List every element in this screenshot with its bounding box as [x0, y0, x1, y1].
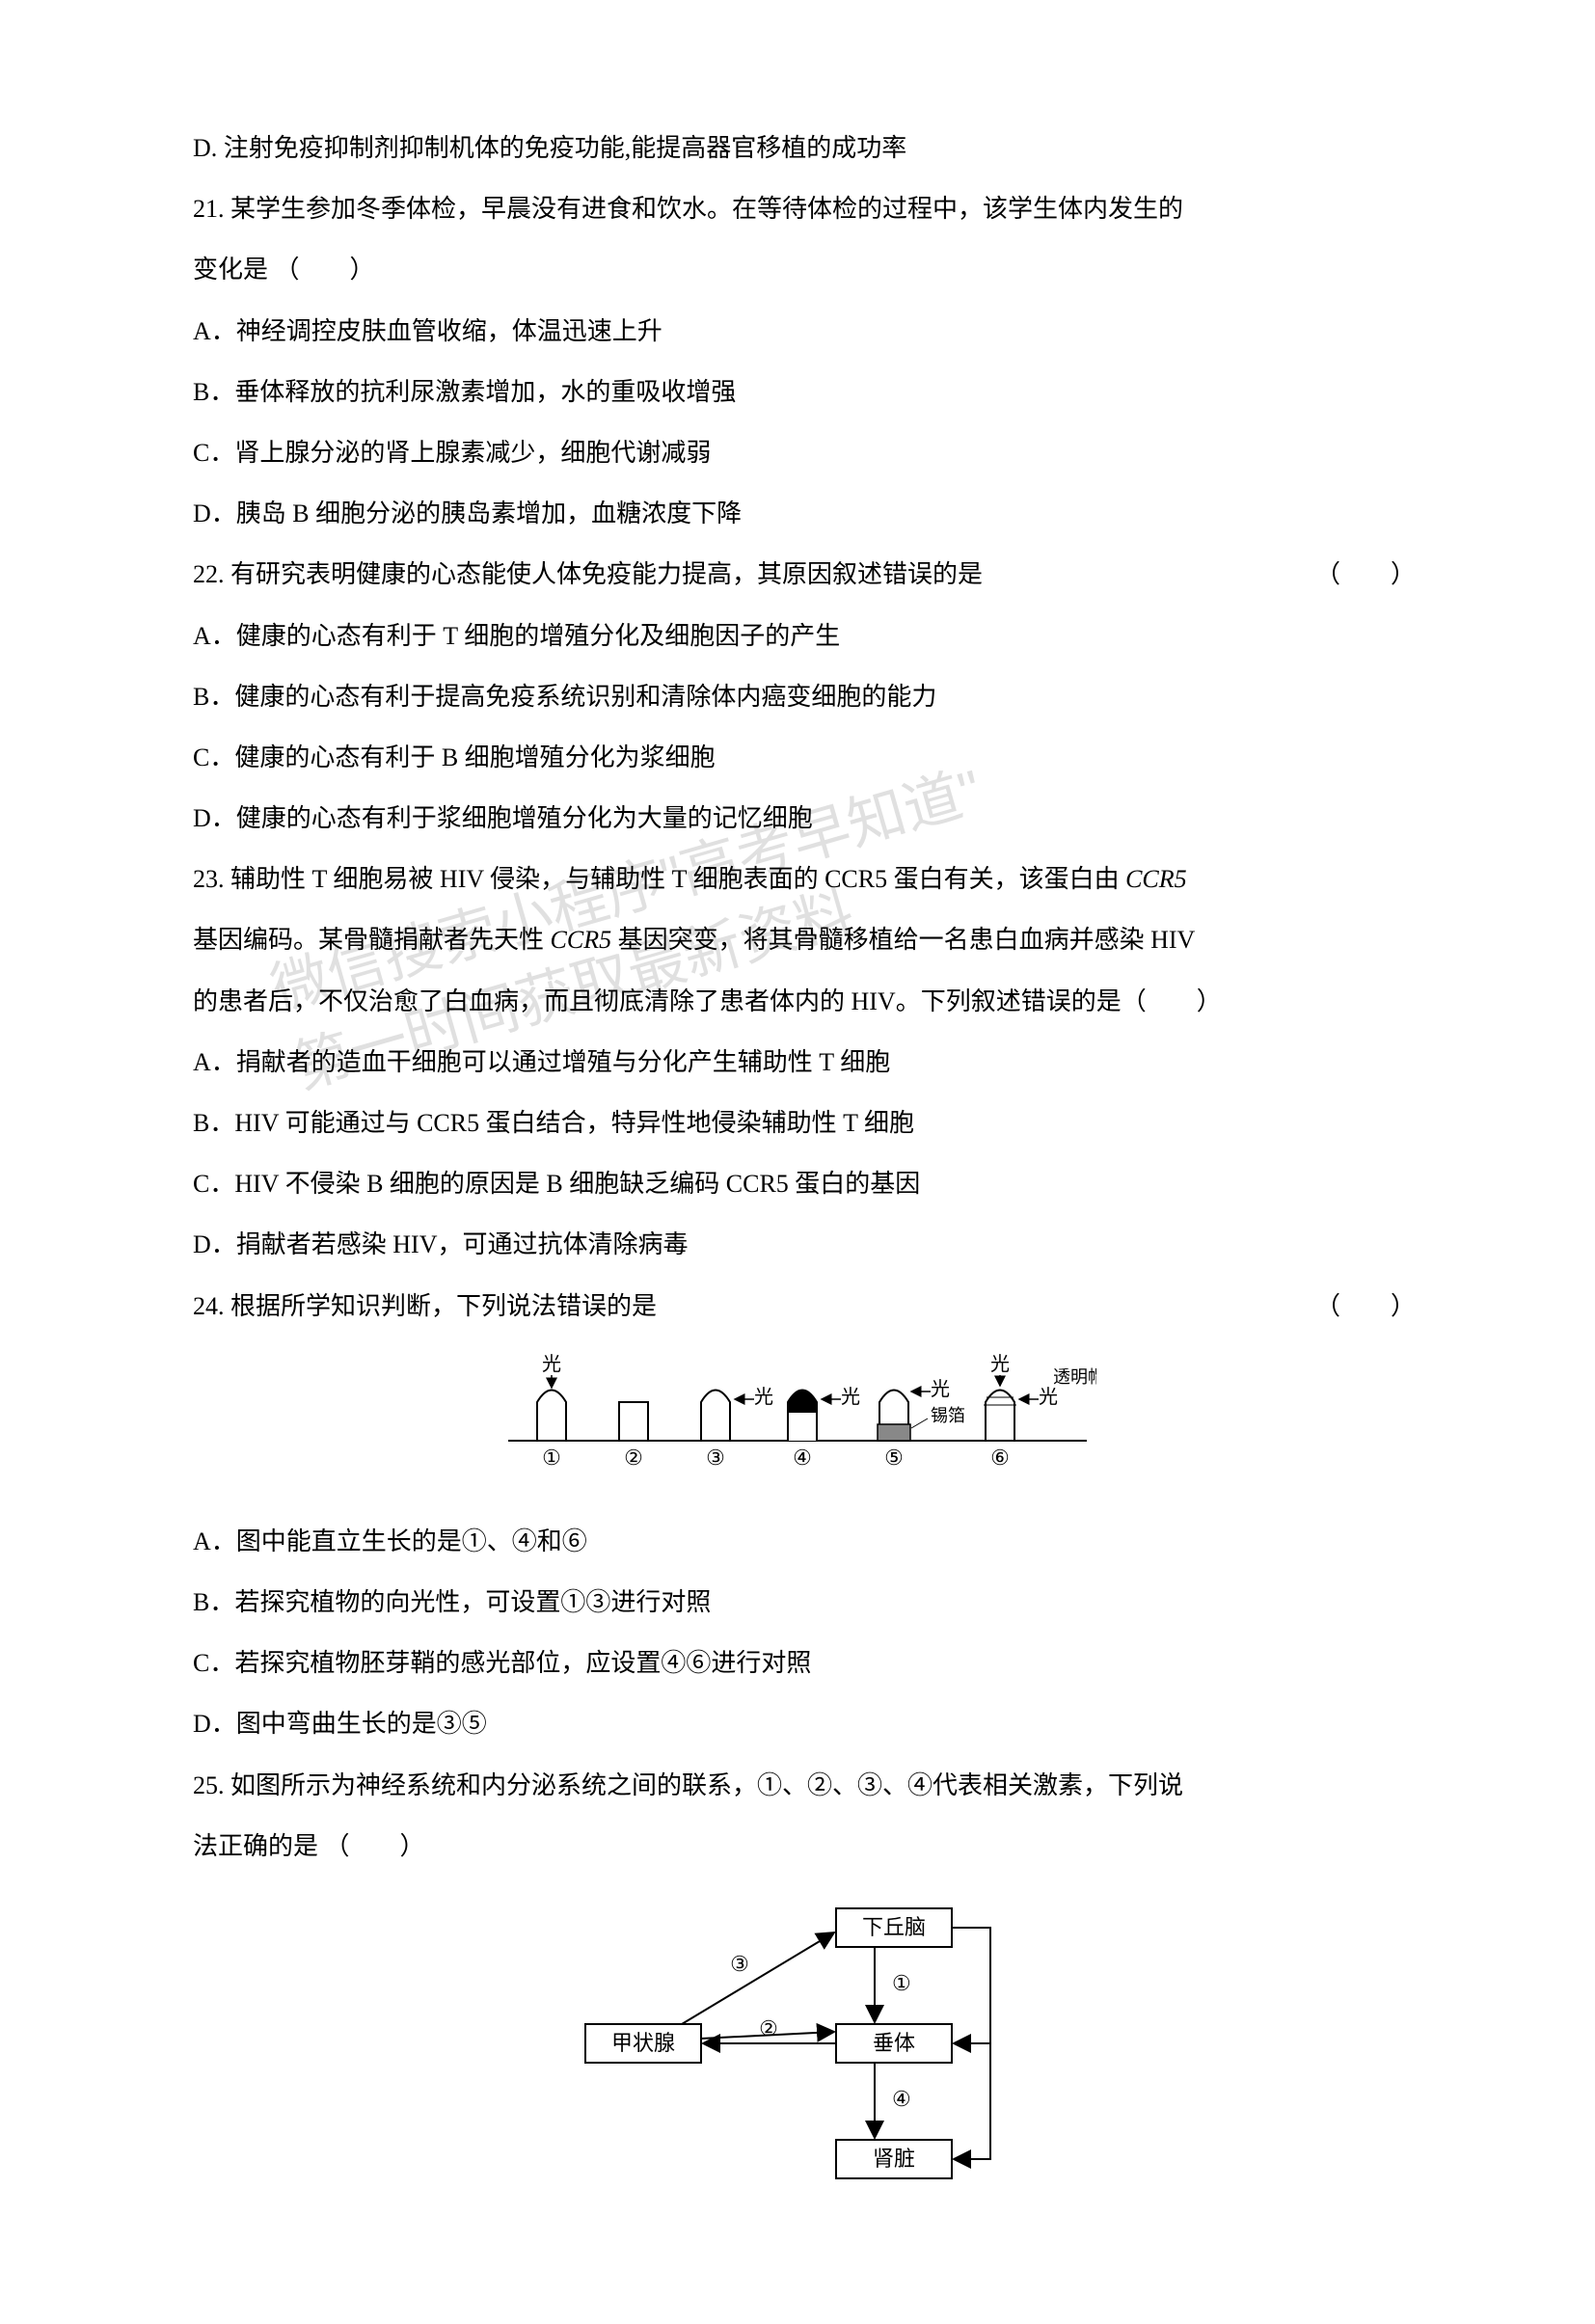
svg-text:③: ③: [730, 1952, 749, 1976]
svg-text:⑥: ⑥: [990, 1446, 1010, 1470]
q24-option-d: D．图中弯曲生长的是③⑤: [193, 1696, 1402, 1751]
svg-text:光: 光: [990, 1353, 1010, 1375]
q20-option-d: D. 注射免疫抑制剂抑制机体的免疫功能,能提高器官移植的成功率: [193, 121, 1402, 176]
svg-text:②: ②: [624, 1446, 643, 1470]
q22-stem: 22. 有研究表明健康的心态能使人体免疫能力提高，其原因叙述错误的是 （ ）: [193, 547, 1402, 602]
q21-option-a: A．神经调控皮肤血管收缩，体温迅速上升: [193, 304, 1402, 359]
q23-stem1-a: 23. 辅助性 T 细胞易被 HIV 侵染，与辅助性 T 细胞表面的 CCR5 …: [193, 865, 1125, 893]
q24-option-a: A．图中能直立生长的是①、④和⑥: [193, 1514, 1402, 1569]
q24-stem-text: 24. 根据所学知识判断，下列说法错误的是: [193, 1292, 657, 1320]
q24-diagram: 光 ① ② 光 ③: [499, 1349, 1096, 1494]
q21-option-c: C．肾上腺分泌的肾上腺素减少，细胞代谢减弱: [193, 425, 1402, 480]
q22-option-b: B．健康的心态有利于提高免疫系统识别和清除体内癌变细胞的能力: [193, 669, 1402, 724]
q21-stem-1: 21. 某学生参加冬季体检，早晨没有进食和饮水。在等待体检的过程中，该学生体内发…: [193, 181, 1402, 236]
q22-option-d: D．健康的心态有利于浆细胞增殖分化为大量的记忆细胞: [193, 791, 1402, 846]
q25-paren: （ ）: [325, 1819, 412, 1874]
q24-diagram-container: 光 ① ② 光 ③: [193, 1349, 1402, 1499]
q22-paren: （ ）: [1315, 547, 1402, 602]
svg-text:⑤: ⑤: [884, 1446, 904, 1470]
svg-text:②: ②: [759, 2016, 778, 2040]
q21-stem-2-text: 变化是: [193, 256, 268, 284]
svg-text:光: 光: [754, 1386, 773, 1408]
q25-stem-2: 法正确的是 （ ）: [193, 1819, 1402, 1874]
q23-option-b: B．HIV 可能通过与 CCR5 蛋白结合，特异性地侵染辅助性 T 细胞: [193, 1095, 1402, 1150]
q21-option-d: D．胰岛 B 细胞分泌的胰岛素增加，血糖浓度下降: [193, 486, 1402, 541]
q22-option-a: A．健康的心态有利于 T 细胞的增殖分化及细胞因子的产生: [193, 608, 1402, 663]
q24-stem: 24. 根据所学知识判断，下列说法错误的是 （ ）: [193, 1279, 1402, 1334]
q21-stem-2: 变化是 （ ）: [193, 242, 1402, 297]
svg-text:③: ③: [706, 1446, 725, 1470]
q21-option-b: B．垂体释放的抗利尿激素增加，水的重吸收增强: [193, 365, 1402, 419]
q23-stem-2: 基因编码。某骨髓捐献者先天性 CCR5 基因突变，将其骨髓移植给一名患白血病并感…: [193, 912, 1402, 967]
q25-diagram: 下丘脑 垂体 甲状腺 肾脏 ① ② ③: [547, 1889, 1048, 2207]
svg-text:光: 光: [542, 1353, 561, 1375]
q23-stem1-b: CCR5: [1125, 865, 1187, 893]
svg-text:下丘脑: 下丘脑: [862, 1915, 926, 1939]
q23-option-a: A．捐献者的造血干细胞可以通过增殖与分化产生辅助性 T 细胞: [193, 1035, 1402, 1090]
svg-text:④: ④: [793, 1446, 812, 1470]
svg-text:光: 光: [841, 1386, 860, 1408]
q23-stem-1: 23. 辅助性 T 细胞易被 HIV 侵染，与辅助性 T 细胞表面的 CCR5 …: [193, 851, 1402, 906]
q23-option-c: C．HIV 不侵染 B 细胞的原因是 B 细胞缺乏编码 CCR5 蛋白的基因: [193, 1156, 1402, 1211]
svg-text:垂体: 垂体: [873, 2031, 915, 2055]
svg-text:④: ④: [892, 2087, 911, 2111]
q23-stem-3: 的患者后，不仅治愈了白血病，而且彻底清除了患者体内的 HIV。下列叙述错误的是（…: [193, 974, 1402, 1029]
q23-stem2-c: 基因突变，将其骨髓移植给一名患白血病并感染 HIV: [611, 926, 1195, 954]
svg-text:肾脏: 肾脏: [873, 2147, 915, 2171]
q25-stem-2-text: 法正确的是: [193, 1832, 318, 1860]
q23-option-d: D．捐献者若感染 HIV，可通过抗体清除病毒: [193, 1217, 1402, 1272]
q24-paren: （ ）: [1315, 1279, 1402, 1334]
svg-text:锡箔: 锡箔: [931, 1406, 965, 1425]
q24-option-b: B．若探究植物的向光性，可设置①③进行对照: [193, 1575, 1402, 1630]
q22-stem-text: 22. 有研究表明健康的心态能使人体免疫能力提高，其原因叙述错误的是: [193, 560, 983, 588]
q21-paren: （ ）: [275, 242, 362, 297]
q25-diagram-container: 下丘脑 垂体 甲状腺 肾脏 ① ② ③: [193, 1889, 1402, 2212]
svg-text:光: 光: [931, 1378, 950, 1400]
page-content: D. 注射免疫抑制剂抑制机体的免疫功能,能提高器官移植的成功率 21. 某学生参…: [0, 0, 1595, 2324]
q24-option-c: C．若探究植物胚芽鞘的感光部位，应设置④⑥进行对照: [193, 1635, 1402, 1690]
q25-stem-1: 25. 如图所示为神经系统和内分泌系统之间的联系，①、②、③、④代表相关激素，下…: [193, 1758, 1402, 1813]
q23-stem2-a: 基因编码。某骨髓捐献者先天性: [193, 926, 551, 954]
svg-text:①: ①: [542, 1446, 561, 1470]
svg-text:①: ①: [892, 1971, 911, 1995]
q23-stem2-b: CCR5: [551, 926, 612, 954]
q22-option-c: C．健康的心态有利于 B 细胞增殖分化为浆细胞: [193, 730, 1402, 785]
svg-text:甲状腺: 甲状腺: [611, 2031, 675, 2055]
svg-text:透明帽: 透明帽: [1053, 1367, 1096, 1387]
svg-text:光: 光: [1039, 1386, 1058, 1408]
